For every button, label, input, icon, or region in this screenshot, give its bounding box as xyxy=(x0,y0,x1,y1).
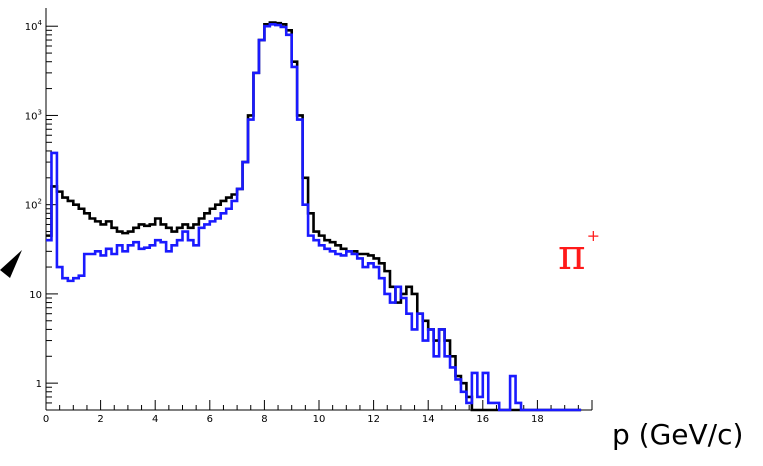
y-tick-label: 103 xyxy=(25,108,42,122)
x-tick-label: 6 xyxy=(207,414,213,425)
y-tick-label: 10 xyxy=(29,290,42,301)
y-tick-label: 104 xyxy=(25,19,43,33)
x-axis-label: p (GeV/c) xyxy=(612,418,744,451)
x-tick-label: 12 xyxy=(367,414,380,425)
x-tick-label: 16 xyxy=(476,414,489,425)
particle-charge: + xyxy=(586,226,601,245)
x-tick-label: 8 xyxy=(261,414,267,425)
particle-symbol: π xyxy=(558,230,586,279)
histogram-series-1 xyxy=(46,21,582,412)
x-tick-label: 2 xyxy=(97,414,103,425)
arrow-icon xyxy=(0,250,22,278)
axes: 0 2 4 6 8 10 12 14 16 18 1 10 102 103 104 xyxy=(25,8,593,425)
x-tick-label: 14 xyxy=(422,414,435,425)
x-tick-label: 10 xyxy=(313,414,326,425)
y-tick-label: 102 xyxy=(25,198,42,212)
particle-label: π+ xyxy=(558,228,600,276)
histogram-series-2 xyxy=(46,23,582,412)
x-tick-label: 18 xyxy=(531,414,544,425)
series-layer xyxy=(46,21,582,412)
x-tick-label: 4 xyxy=(152,414,158,425)
x-tick-label: 0 xyxy=(43,414,49,425)
y-tick-label: 1 xyxy=(36,379,42,390)
